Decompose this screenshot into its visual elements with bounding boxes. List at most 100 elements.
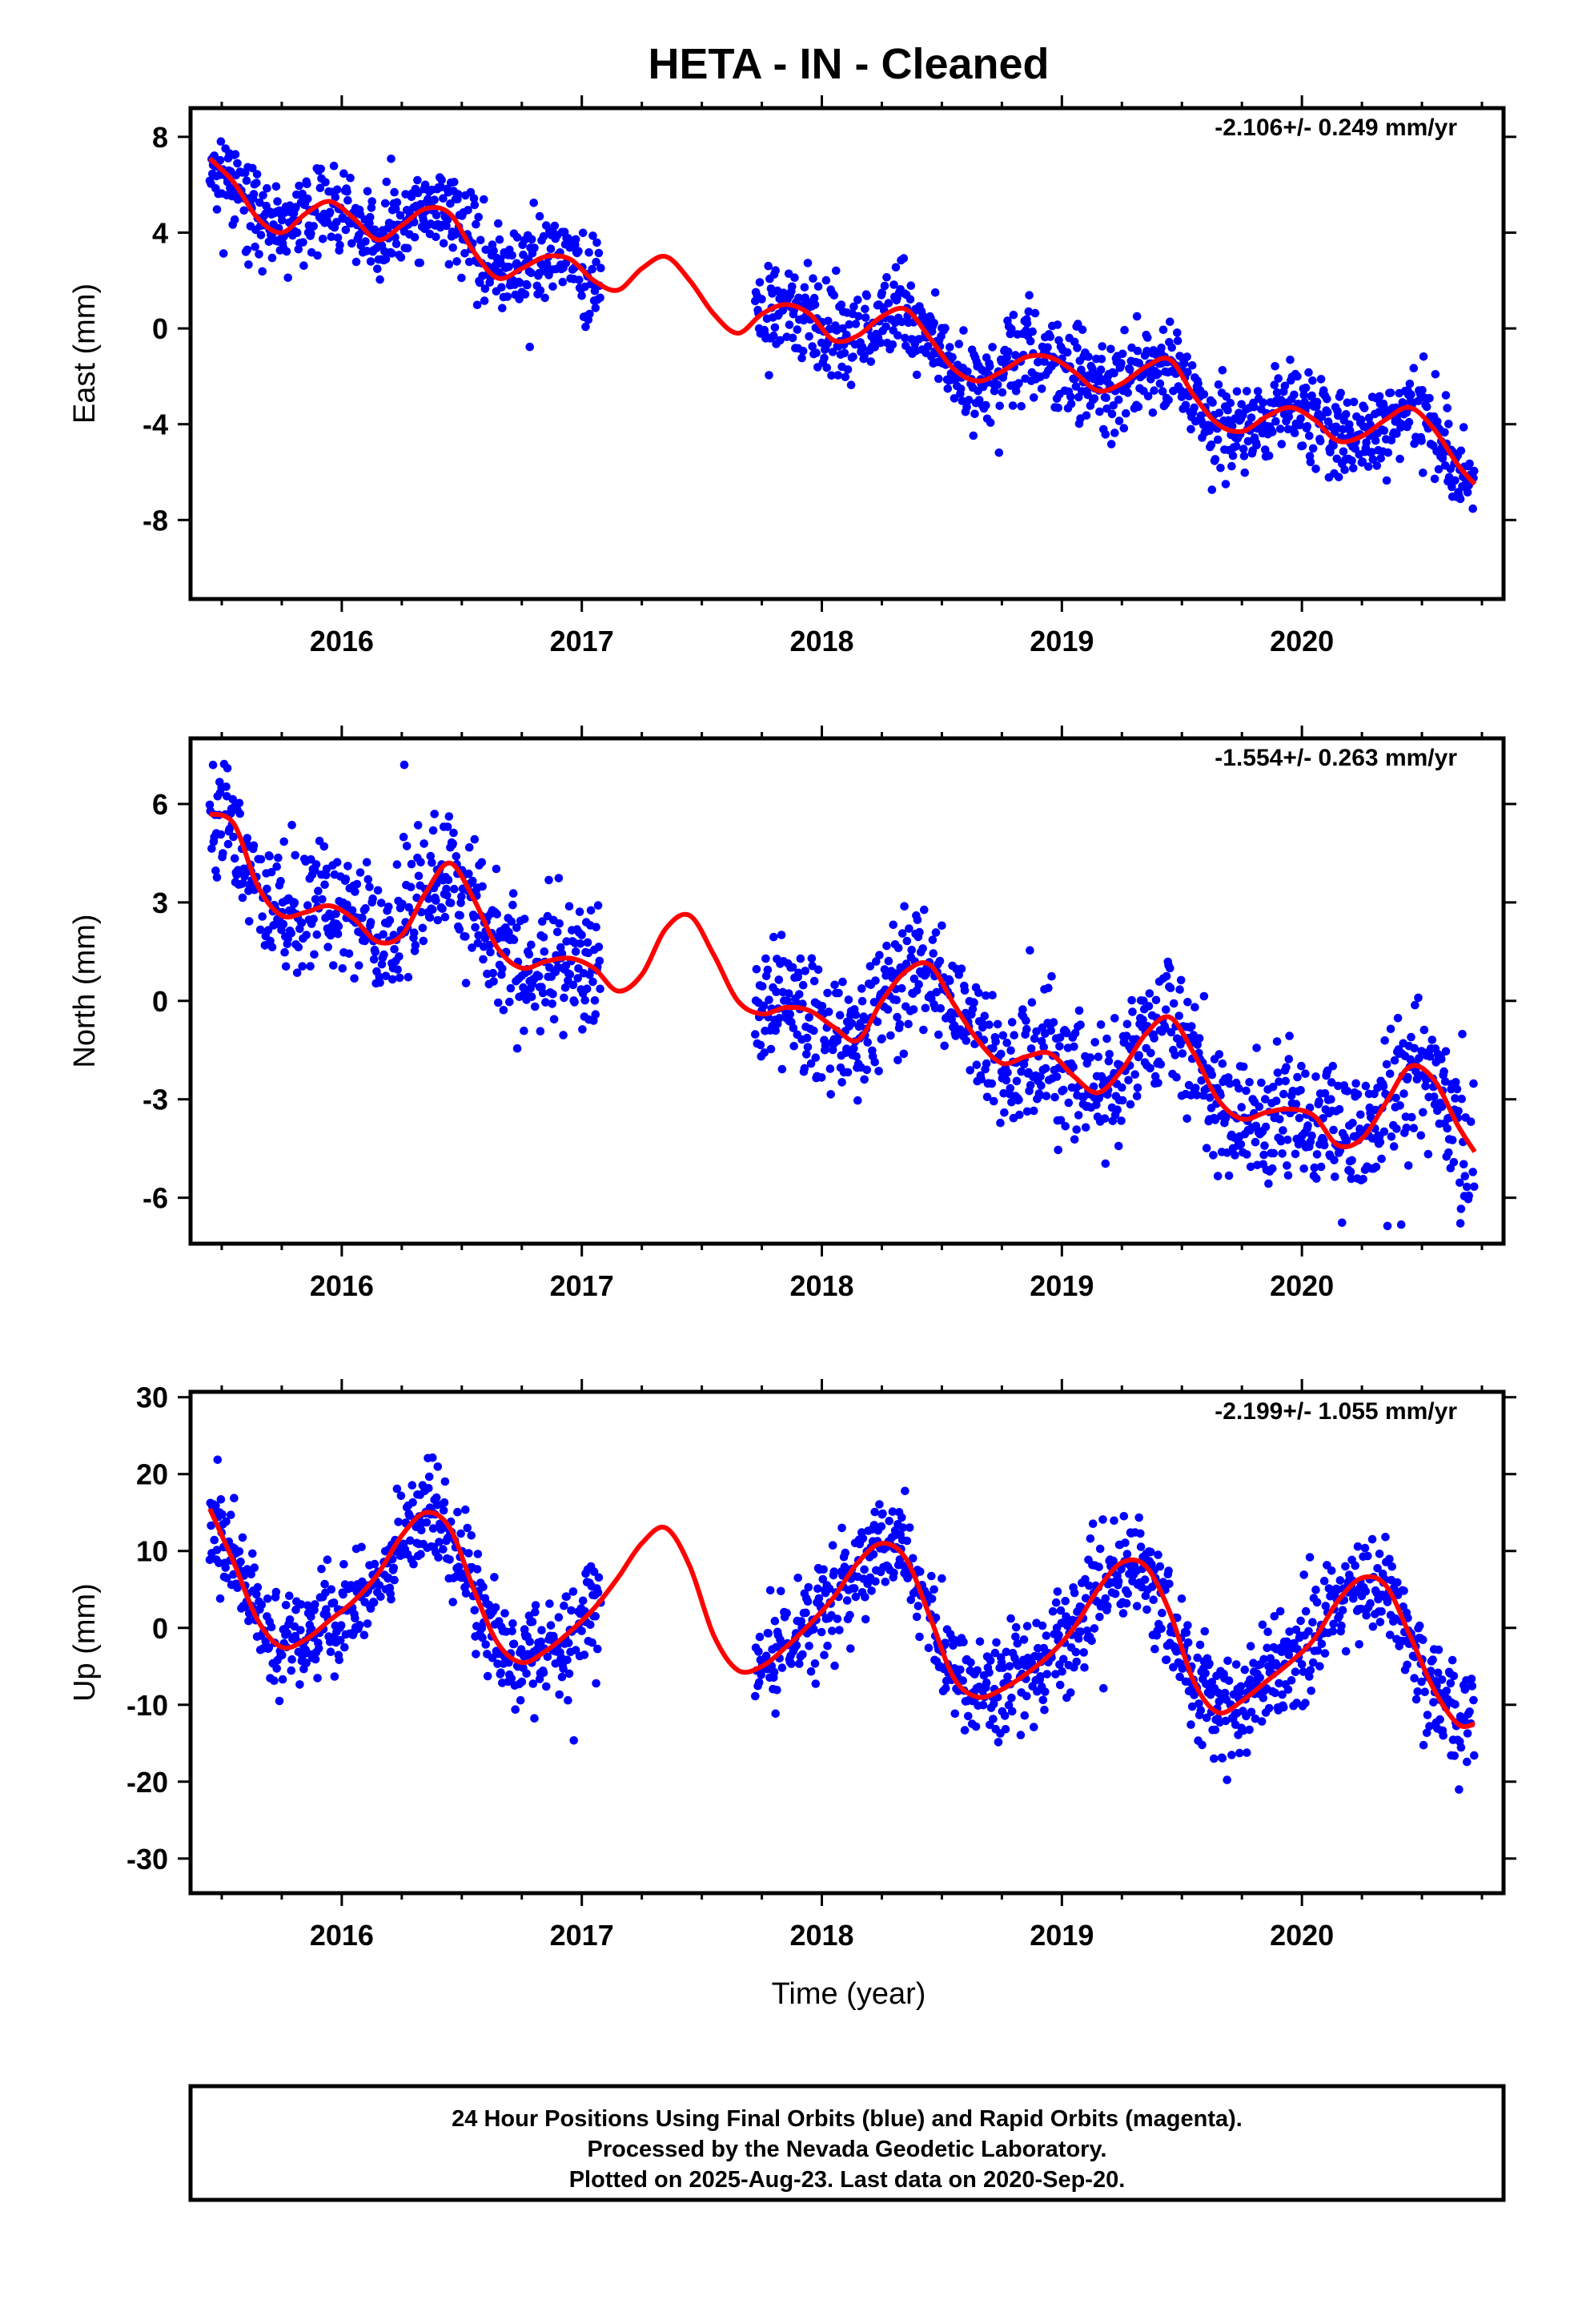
east-data-point bbox=[1243, 436, 1253, 446]
north-data-point bbox=[851, 1011, 861, 1019]
east-data-point bbox=[1190, 403, 1199, 412]
north-data-point bbox=[418, 923, 428, 933]
up-data-point bbox=[1363, 1551, 1372, 1561]
north-data-point bbox=[291, 850, 300, 860]
up-data-point bbox=[531, 1601, 540, 1610]
east-data-point bbox=[901, 333, 909, 343]
up-data-point bbox=[769, 1667, 779, 1677]
north-data-point bbox=[438, 904, 447, 913]
east-data-point bbox=[870, 343, 879, 352]
up-data-point bbox=[320, 1579, 329, 1589]
up-data-point bbox=[782, 1609, 791, 1618]
up-data-point bbox=[580, 1651, 589, 1659]
up-data-point bbox=[810, 1659, 820, 1668]
north-data-point bbox=[1118, 1096, 1127, 1105]
up-data-point bbox=[1312, 1598, 1322, 1607]
north-data-point bbox=[352, 879, 362, 889]
north-data-point bbox=[1338, 1218, 1347, 1228]
north-data-point bbox=[362, 858, 371, 866]
east-data-point bbox=[252, 170, 262, 179]
north-data-point bbox=[488, 968, 498, 978]
north-data-point bbox=[1331, 1172, 1339, 1181]
east-data-point bbox=[1158, 387, 1167, 396]
north-data-point bbox=[592, 923, 600, 931]
north-data-point bbox=[1094, 1052, 1103, 1061]
east-data-point bbox=[292, 228, 302, 237]
north-data-point bbox=[507, 917, 516, 926]
north-x-tick-label: 2016 bbox=[310, 1269, 374, 1302]
up-data-point bbox=[1142, 1605, 1151, 1614]
up-data-point bbox=[1114, 1577, 1123, 1586]
east-data-point bbox=[215, 155, 225, 165]
north-data-point bbox=[560, 993, 568, 1003]
up-data-point bbox=[467, 1531, 476, 1540]
up-data-point bbox=[924, 1643, 934, 1653]
north-data-point bbox=[761, 954, 770, 963]
north-data-point bbox=[448, 839, 457, 848]
east-data-point bbox=[410, 233, 420, 242]
up-data-point bbox=[1387, 1562, 1396, 1571]
east-data-point bbox=[525, 342, 534, 352]
north-data-point bbox=[1282, 1063, 1291, 1072]
north-data-point bbox=[972, 1060, 982, 1069]
east-data-point bbox=[396, 253, 406, 262]
east-data-point bbox=[520, 290, 530, 299]
up-data-point bbox=[1070, 1588, 1079, 1598]
east-data-point bbox=[1252, 440, 1261, 450]
up-data-point bbox=[966, 1658, 975, 1667]
north-data-point bbox=[536, 1027, 545, 1035]
up-data-point bbox=[1313, 1646, 1323, 1655]
up-data-point bbox=[1246, 1642, 1255, 1651]
east-data-point bbox=[1323, 394, 1331, 404]
up-data-point bbox=[461, 1589, 471, 1598]
up-data-point bbox=[1007, 1707, 1017, 1716]
east-data-point bbox=[1054, 404, 1062, 412]
up-data-point bbox=[215, 1594, 225, 1603]
north-data-point bbox=[914, 980, 923, 989]
up-data-point bbox=[212, 1546, 222, 1554]
up-data-point bbox=[1240, 1665, 1250, 1675]
north-data-point bbox=[343, 900, 351, 910]
north-data-point bbox=[1104, 1056, 1114, 1066]
up-data-point bbox=[1362, 1610, 1371, 1620]
north-data-point bbox=[1030, 1034, 1039, 1043]
east-data-point bbox=[1231, 442, 1241, 451]
north-data-point bbox=[591, 1010, 600, 1019]
east-data-point bbox=[212, 205, 222, 214]
east-data-point bbox=[1259, 398, 1268, 408]
up-data-point bbox=[227, 1510, 235, 1519]
east-data-point bbox=[476, 235, 485, 245]
north-data-point bbox=[341, 875, 351, 883]
north-data-point bbox=[433, 915, 443, 925]
east-data-point bbox=[1331, 422, 1341, 432]
east-data-point bbox=[503, 292, 512, 301]
east-data-point bbox=[757, 295, 766, 304]
east-data-point bbox=[1120, 325, 1129, 335]
east-data-point bbox=[577, 292, 586, 300]
east-data-point bbox=[1239, 444, 1248, 453]
north-data-point bbox=[991, 1037, 1000, 1047]
up-data-point bbox=[829, 1567, 839, 1576]
up-data-point bbox=[1001, 1725, 1010, 1734]
east-data-point bbox=[1404, 417, 1414, 427]
north-data-point bbox=[302, 931, 311, 939]
east-data-point bbox=[1305, 431, 1314, 440]
north-data-point bbox=[1328, 1061, 1338, 1071]
up-data-point bbox=[1103, 1602, 1112, 1610]
north-data-point bbox=[968, 1004, 978, 1014]
north-data-point bbox=[813, 965, 823, 975]
up-data-point bbox=[1074, 1634, 1083, 1643]
east-data-point bbox=[515, 295, 524, 304]
east-data-point bbox=[329, 161, 339, 171]
east-data-point bbox=[1392, 429, 1401, 438]
east-data-point bbox=[1232, 387, 1242, 396]
north-data-point bbox=[228, 794, 238, 804]
up-data-point bbox=[1183, 1638, 1193, 1647]
north-data-point bbox=[588, 977, 597, 987]
north-data-point bbox=[1463, 1182, 1472, 1192]
east-data-point bbox=[437, 175, 446, 184]
east-data-point bbox=[1143, 333, 1152, 342]
north-data-point bbox=[998, 1031, 1008, 1040]
up-data-point bbox=[531, 1607, 540, 1617]
north-data-point bbox=[1437, 1055, 1446, 1063]
